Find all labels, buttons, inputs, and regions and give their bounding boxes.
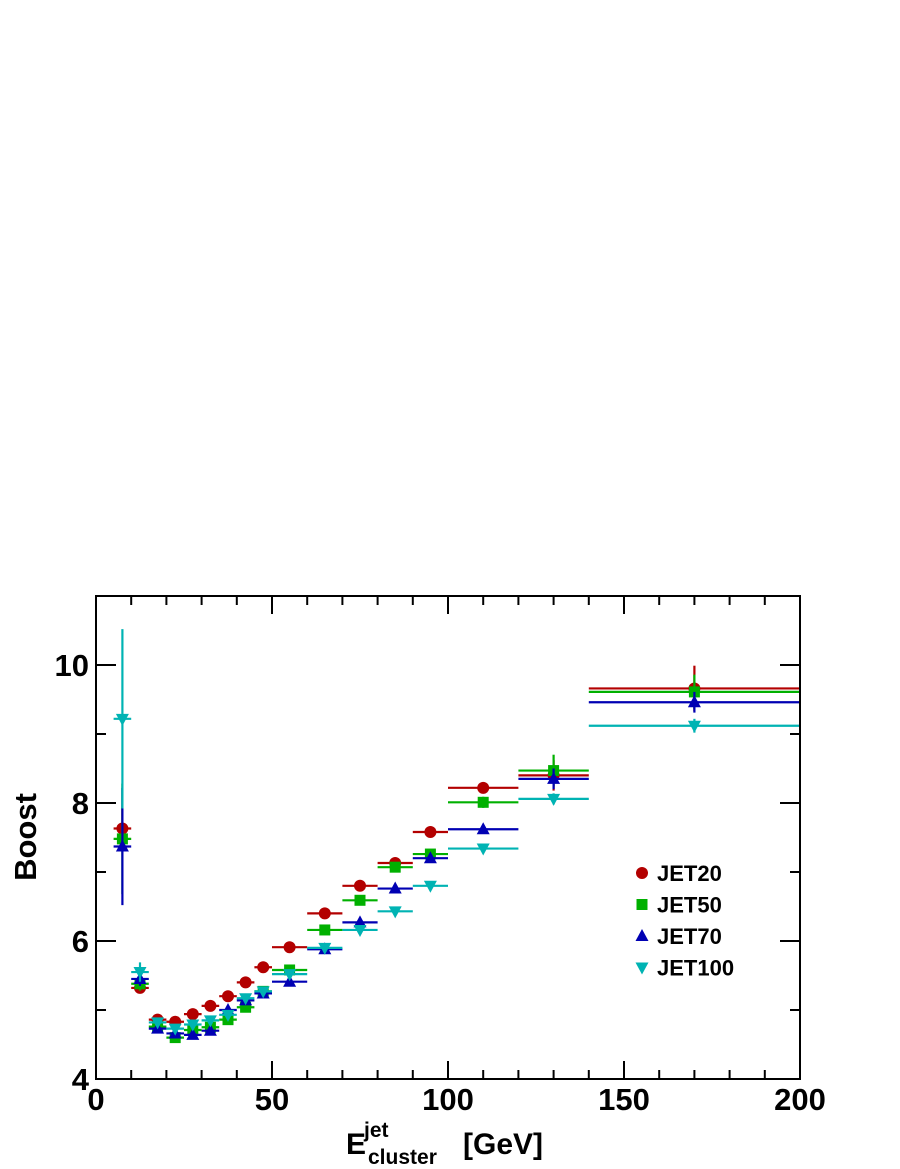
data-point <box>318 907 331 920</box>
data-point <box>239 993 253 1006</box>
x-tick-label: 0 <box>87 1082 104 1117</box>
legend-item-jet50: JET50 <box>636 893 722 918</box>
data-point <box>687 695 701 708</box>
legend-label: JET50 <box>657 893 722 918</box>
plot-marks <box>113 629 800 1044</box>
data-point <box>115 839 129 852</box>
data-point <box>547 793 561 806</box>
x-tick-label: 150 <box>598 1082 650 1117</box>
x-axis-label: Ejet cluster [GeV] <box>346 1119 543 1164</box>
legend-marker <box>635 929 649 941</box>
data-point <box>115 713 129 726</box>
series-jet100 <box>113 629 800 1036</box>
legend-marker <box>635 962 649 975</box>
data-point <box>547 771 561 784</box>
legend-label: JET20 <box>657 861 722 886</box>
data-point <box>283 941 296 954</box>
data-point <box>477 781 490 794</box>
y-tick-label: 8 <box>72 786 89 821</box>
y-tick-label: 4 <box>72 1062 90 1097</box>
legend: JET20 JET50 JET70 JET100 <box>635 861 734 981</box>
x-tick-label: 200 <box>774 1082 826 1117</box>
y-tick-label: 6 <box>72 924 89 959</box>
data-point <box>353 924 367 937</box>
data-point <box>222 990 234 1003</box>
data-point <box>476 843 490 856</box>
data-point <box>256 986 270 999</box>
data-point <box>221 1009 235 1022</box>
data-point <box>687 720 701 733</box>
data-point <box>388 881 402 894</box>
y-axis-label: Boost <box>8 793 43 881</box>
legend-label: JET100 <box>657 956 734 981</box>
x-axis-label-superscript: jet <box>363 1119 389 1142</box>
data-point <box>283 969 297 982</box>
data-point <box>319 924 331 936</box>
data-point <box>151 1017 165 1030</box>
data-point <box>186 1008 199 1021</box>
series-jet50 <box>113 674 800 1044</box>
data-point <box>423 851 437 864</box>
data-point <box>353 915 367 928</box>
data-point <box>388 906 402 919</box>
y-tick-label: 10 <box>55 648 89 683</box>
data-point <box>318 942 332 955</box>
data-point <box>240 1001 252 1013</box>
data-point <box>389 861 401 873</box>
x-axis-label-main: E <box>346 1128 366 1161</box>
data-point <box>203 1023 217 1036</box>
data-point <box>354 894 366 906</box>
x-axis-label-unit: [GeV] <box>463 1128 543 1161</box>
legend-marker <box>636 899 648 910</box>
data-point <box>239 976 252 989</box>
data-point <box>204 999 217 1012</box>
x-tick-label: 50 <box>255 1082 289 1117</box>
data-point <box>257 961 270 974</box>
data-point <box>424 825 437 838</box>
data-point <box>186 1027 200 1040</box>
legend-item-jet20: JET20 <box>636 861 722 886</box>
data-point <box>354 879 366 892</box>
legend-marker <box>636 867 648 879</box>
data-point <box>203 1015 217 1028</box>
legend-item-jet100: JET100 <box>635 956 734 981</box>
legend-label: JET70 <box>657 924 722 949</box>
data-point <box>133 967 147 980</box>
data-point <box>476 822 490 835</box>
data-point <box>477 796 489 808</box>
data-point <box>186 1019 200 1032</box>
x-axis-label-subscript: cluster <box>368 1146 437 1164</box>
data-point <box>168 1023 182 1036</box>
data-point <box>423 880 437 893</box>
axis-ticks <box>95 595 801 1080</box>
legend-item-jet70: JET70 <box>635 924 722 949</box>
tick-labels: 0 50 100 150 200 4 6 8 10 <box>55 648 826 1117</box>
x-tick-label: 100 <box>422 1082 474 1117</box>
